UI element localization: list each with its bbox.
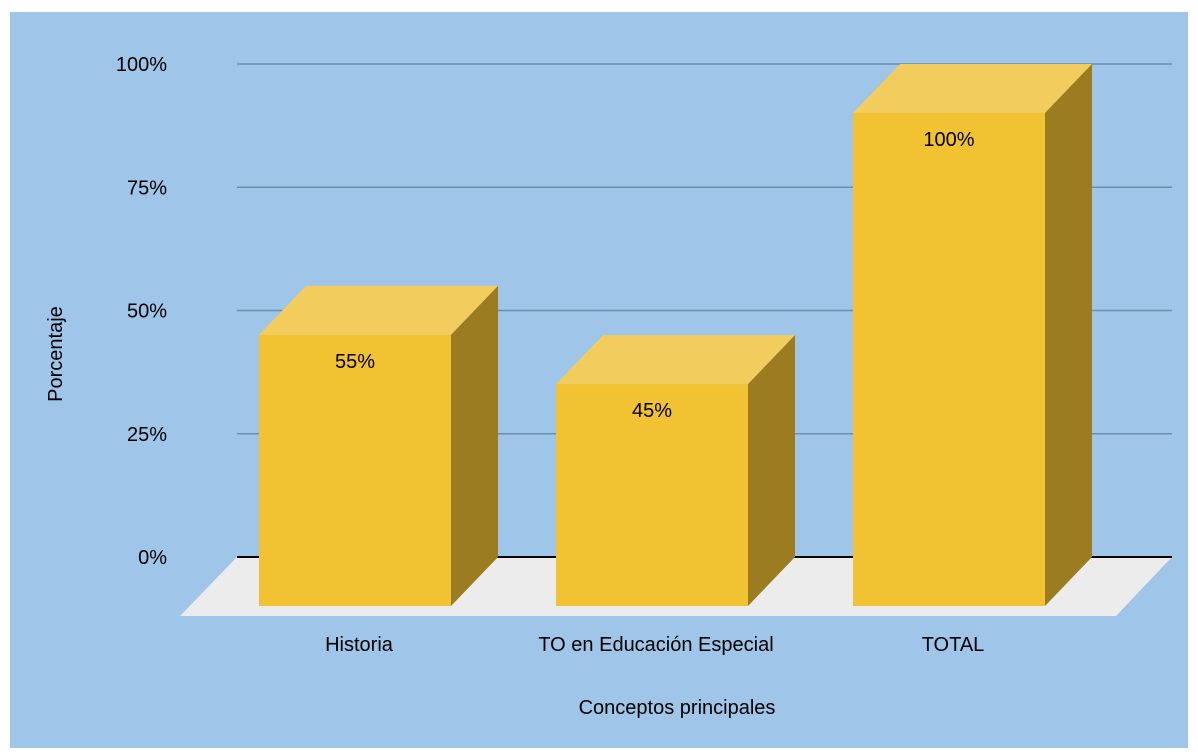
bar-side: [1045, 64, 1092, 606]
bar-top: [853, 64, 1092, 113]
bar: [259, 285, 498, 606]
bar: [556, 335, 795, 606]
x-tick-label: TOTAL: [922, 634, 985, 656]
y-tick-label: 50%: [127, 301, 167, 323]
x-axis-label: Conceptos principales: [579, 697, 776, 719]
bar-top: [259, 285, 498, 335]
data-label: 100%: [923, 129, 974, 151]
y-axis-label: Porcentaje: [45, 306, 67, 402]
bar-front: [853, 113, 1045, 606]
bar-top: [556, 335, 795, 385]
x-tick-label: TO en Educación Especial: [538, 634, 773, 656]
data-label: 45%: [632, 400, 672, 422]
bar-front: [259, 334, 451, 606]
y-tick-label: 0%: [138, 547, 167, 569]
bar-side: [451, 285, 498, 606]
data-label: 55%: [335, 351, 375, 373]
bar-front: [556, 384, 748, 606]
y-tick-label: 75%: [127, 177, 167, 199]
y-tick-label: 25%: [127, 424, 167, 446]
bar-side: [748, 335, 795, 606]
y-tick-label: 100%: [116, 54, 167, 76]
x-tick-label: Historia: [325, 634, 394, 656]
bar: [853, 64, 1092, 606]
